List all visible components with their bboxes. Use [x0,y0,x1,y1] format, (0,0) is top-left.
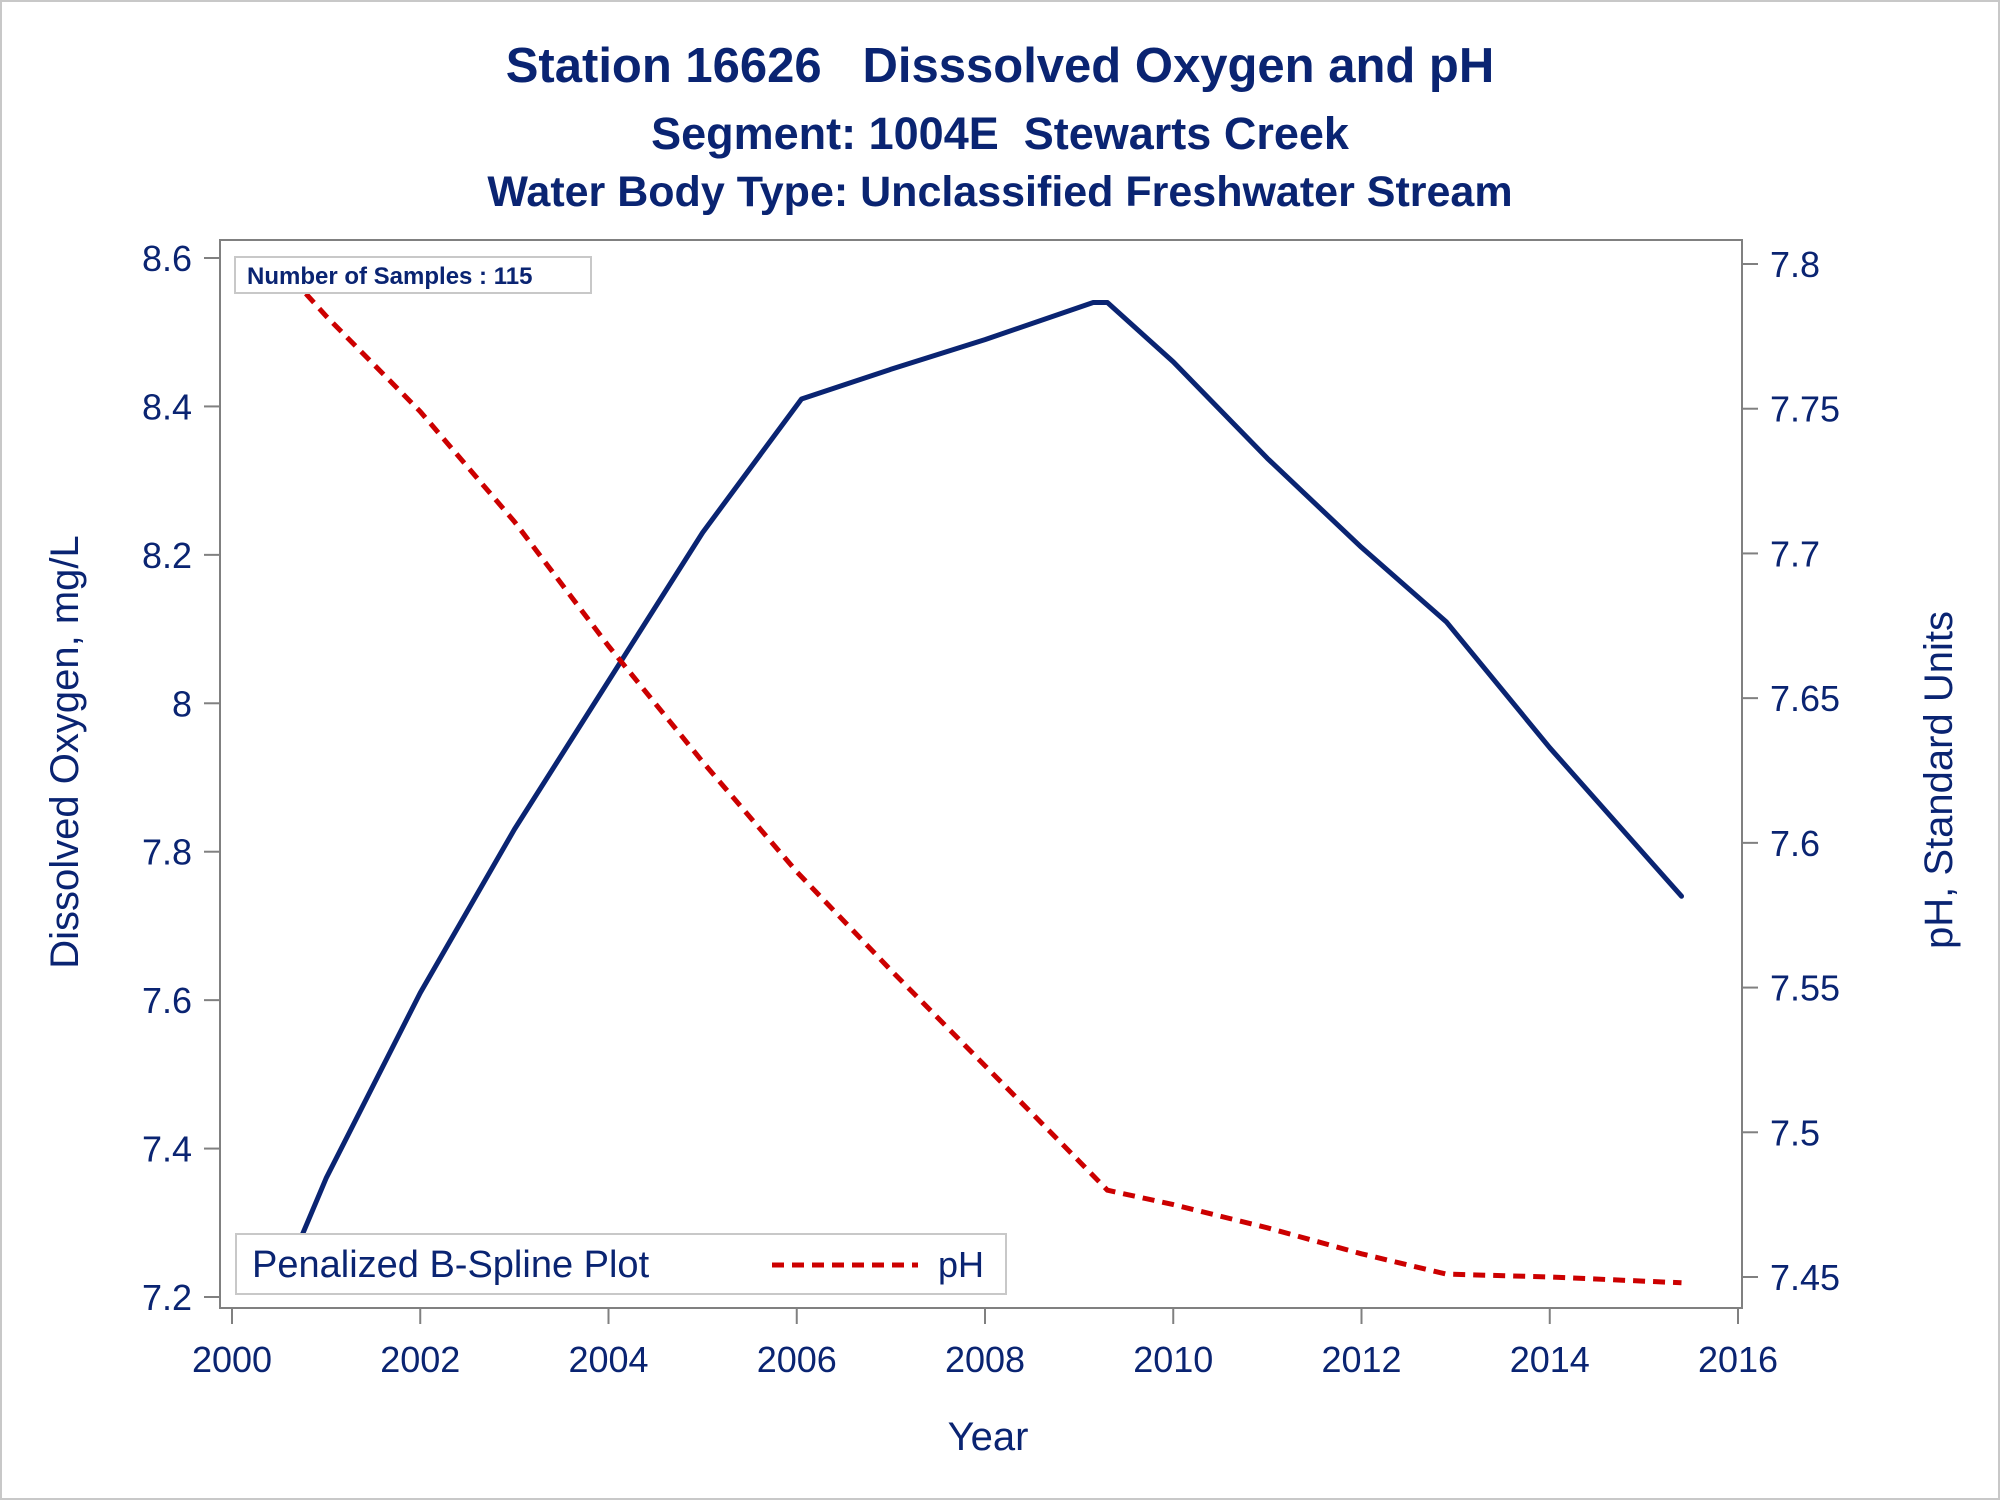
y-axis-left: 7.2 7.4 7.6 7.8 8 8.2 8.4 8.6 [142,238,220,1318]
chart-title: Station 16626 Disssolved Oxygen and pH [505,39,1495,93]
sample-count-box: Number of Samples : 115 [234,256,592,294]
legend: Penalized B-Spline Plot pH [235,1233,1007,1295]
y-tick-label: 8.6 [142,238,192,279]
x-tick-label: 2014 [1510,1339,1590,1380]
ph-series-line [277,262,1682,1286]
sample-count-label: Number of Samples : 115 [247,263,532,290]
x-tick-label: 2002 [380,1339,460,1380]
x-tick-label: 2008 [945,1339,1025,1380]
y-tick-label: 8.4 [142,386,192,427]
chart-subtitle-segment: Segment: 1004E Stewarts Creek [651,108,1349,159]
y2-tick-label: 7.5 [1770,1112,1820,1153]
y-tick-label: 7.4 [142,1129,192,1170]
y-axis-right-title: pH, Standard Units [1917,611,1961,949]
plot-area [219,239,1743,1309]
x-axis-title: Year [948,1415,1029,1459]
y2-tick-label: 7.6 [1770,823,1820,864]
x-tick-label: 2010 [1133,1339,1213,1380]
y-axis-right: 7.45 7.5 7.55 7.6 7.65 7.7 7.75 7.8 [1742,244,1840,1298]
x-tick-label: 2004 [568,1339,648,1380]
y-tick-label: 7.2 [142,1277,192,1318]
y-tick-label: 8 [172,683,192,724]
x-axis: 2000 2002 2004 2006 2008 2010 2012 2014 2016 [192,1308,1778,1380]
y-axis-left-title: Dissolved Oxygen, mg/L [43,535,87,969]
x-tick-label: 2000 [192,1339,272,1380]
chart-subtitle-water-body: Water Body Type: Unclassified Freshwater… [487,168,1513,216]
legend-title: Penalized B-Spline Plot [252,1244,650,1286]
y2-tick-label: 7.45 [1770,1257,1840,1298]
y2-tick-label: 7.7 [1770,533,1820,574]
y2-tick-label: 7.75 [1770,389,1840,430]
y2-tick-label: 7.8 [1770,244,1820,285]
y-tick-label: 7.6 [142,980,192,1021]
x-tick-label: 2016 [1698,1339,1778,1380]
y2-tick-label: 7.55 [1770,968,1840,1009]
y-tick-label: 8.2 [142,535,192,576]
dissolved-oxygen-series-line [276,300,1684,1293]
x-tick-label: 2006 [757,1339,837,1380]
y-tick-label: 7.8 [142,832,192,873]
y2-tick-label: 7.65 [1770,678,1840,719]
x-tick-label: 2012 [1321,1339,1401,1380]
legend-ph-label: pH [938,1244,984,1285]
series-group [276,262,1684,1293]
